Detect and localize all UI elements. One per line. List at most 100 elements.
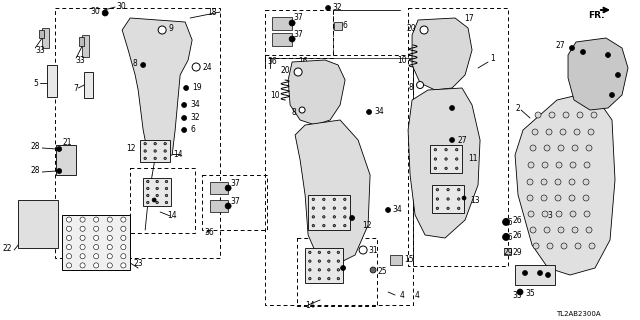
Circle shape <box>349 215 355 220</box>
Circle shape <box>165 187 168 190</box>
Circle shape <box>80 226 85 231</box>
Circle shape <box>294 68 302 76</box>
Circle shape <box>67 235 72 241</box>
Circle shape <box>289 36 295 42</box>
Circle shape <box>569 179 575 185</box>
Circle shape <box>367 109 372 115</box>
Circle shape <box>80 263 85 268</box>
Circle shape <box>67 254 72 259</box>
Circle shape <box>577 112 583 118</box>
Circle shape <box>308 269 311 271</box>
Circle shape <box>308 251 311 253</box>
Circle shape <box>434 167 436 170</box>
Text: 10: 10 <box>271 91 280 100</box>
Circle shape <box>445 148 447 151</box>
Circle shape <box>164 157 166 160</box>
Text: 9: 9 <box>168 23 173 33</box>
Text: 36: 36 <box>267 57 277 66</box>
Circle shape <box>164 150 166 152</box>
Circle shape <box>385 207 390 212</box>
Circle shape <box>154 142 156 145</box>
Circle shape <box>93 235 99 241</box>
Text: 34: 34 <box>190 100 200 108</box>
Circle shape <box>312 216 314 218</box>
Bar <box>210 182 228 194</box>
Circle shape <box>333 224 335 227</box>
Circle shape <box>57 169 61 173</box>
Circle shape <box>586 227 592 233</box>
Circle shape <box>121 244 126 250</box>
Circle shape <box>588 129 594 135</box>
Text: 8: 8 <box>291 108 296 116</box>
Circle shape <box>318 269 321 271</box>
Text: 27: 27 <box>556 41 565 50</box>
Circle shape <box>67 263 72 268</box>
Circle shape <box>591 112 597 118</box>
Circle shape <box>572 145 578 151</box>
Text: 14: 14 <box>167 211 177 220</box>
Text: 11: 11 <box>468 154 477 163</box>
Circle shape <box>147 201 149 204</box>
Circle shape <box>107 235 113 241</box>
Text: 37: 37 <box>230 179 240 188</box>
Circle shape <box>447 188 449 191</box>
Circle shape <box>533 243 539 249</box>
Bar <box>504 248 511 255</box>
Text: 6: 6 <box>342 20 347 29</box>
Circle shape <box>147 180 149 183</box>
Text: 26: 26 <box>504 218 513 227</box>
Circle shape <box>370 267 376 273</box>
Text: 28: 28 <box>31 165 40 174</box>
Bar <box>390 255 402 265</box>
Circle shape <box>141 62 146 68</box>
Bar <box>515 265 555 285</box>
Circle shape <box>560 129 566 135</box>
Text: 17: 17 <box>464 13 474 22</box>
Text: 30: 30 <box>90 6 100 15</box>
Circle shape <box>164 142 166 145</box>
Circle shape <box>152 198 156 202</box>
Circle shape <box>502 234 509 241</box>
Circle shape <box>323 224 325 227</box>
Circle shape <box>549 112 555 118</box>
Circle shape <box>417 82 424 89</box>
Circle shape <box>462 196 466 200</box>
Circle shape <box>156 194 158 197</box>
Circle shape <box>156 187 158 190</box>
Text: FR.: FR. <box>588 11 604 20</box>
Text: 27: 27 <box>457 135 467 145</box>
Circle shape <box>447 198 449 200</box>
Bar <box>79 37 84 46</box>
Circle shape <box>547 243 553 249</box>
Circle shape <box>575 243 581 249</box>
Circle shape <box>318 277 321 280</box>
Circle shape <box>93 244 99 250</box>
Circle shape <box>323 207 325 209</box>
Text: TL2AB2300A: TL2AB2300A <box>556 311 601 317</box>
Circle shape <box>528 211 534 217</box>
Circle shape <box>561 243 567 249</box>
Circle shape <box>323 198 325 201</box>
Circle shape <box>121 254 126 259</box>
Circle shape <box>344 207 346 209</box>
Circle shape <box>542 211 548 217</box>
Circle shape <box>344 224 346 227</box>
Bar <box>47 65 57 97</box>
Circle shape <box>569 195 575 201</box>
Circle shape <box>584 211 590 217</box>
Bar <box>140 140 170 162</box>
Polygon shape <box>122 18 192 158</box>
Circle shape <box>107 226 113 231</box>
Circle shape <box>80 244 85 250</box>
Bar <box>272 33 292 46</box>
Circle shape <box>337 251 340 253</box>
Circle shape <box>107 254 113 259</box>
Circle shape <box>555 179 561 185</box>
Circle shape <box>563 112 569 118</box>
Circle shape <box>328 269 330 271</box>
Circle shape <box>340 266 346 270</box>
Circle shape <box>121 217 126 222</box>
Circle shape <box>574 129 580 135</box>
Bar <box>55 8 220 258</box>
Circle shape <box>93 263 99 268</box>
